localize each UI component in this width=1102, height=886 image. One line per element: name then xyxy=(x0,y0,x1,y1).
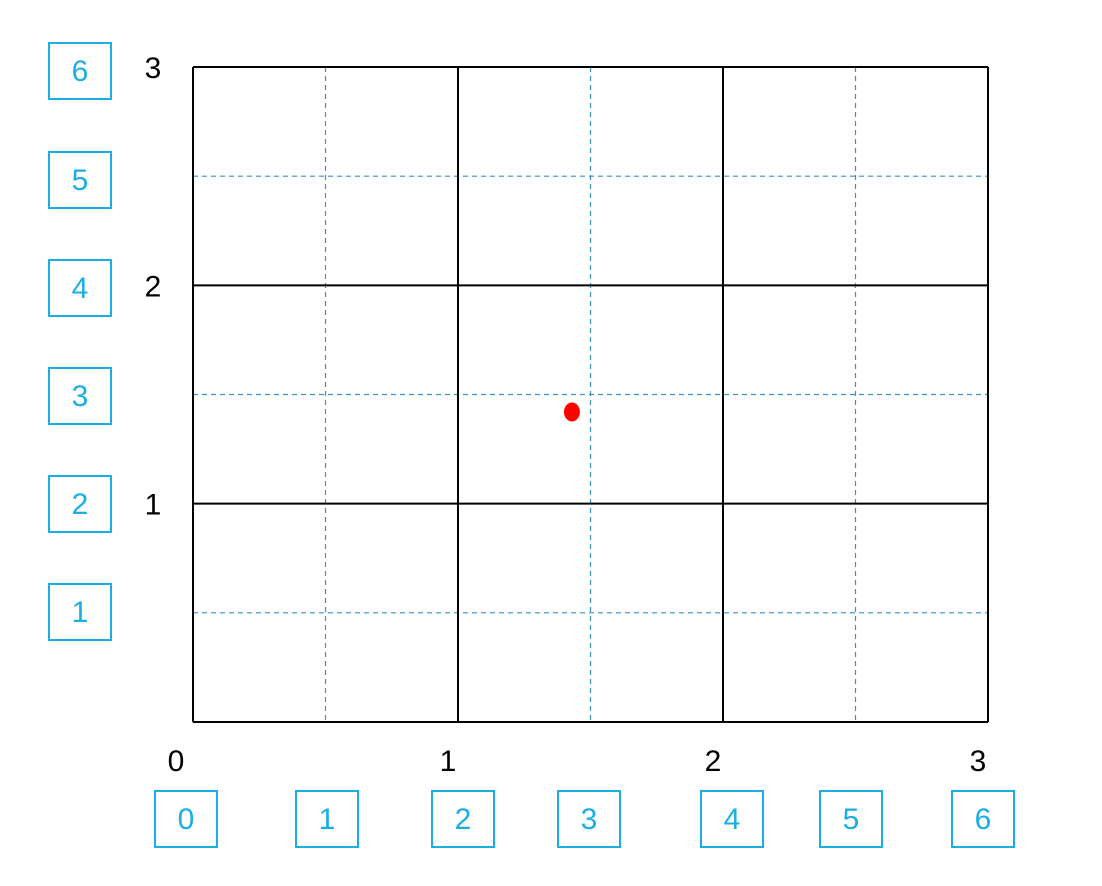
button-box xyxy=(700,790,764,848)
y-button[interactable]: 4 xyxy=(48,259,112,317)
button-box xyxy=(48,475,112,533)
y-tick-label: 1 xyxy=(145,489,162,522)
button-box xyxy=(48,42,112,100)
x-button[interactable]: 1 xyxy=(295,790,359,848)
x-tick-label: 2 xyxy=(705,745,722,778)
button-label: 0 xyxy=(178,803,195,836)
button-label: 2 xyxy=(455,803,472,836)
x-button[interactable]: 6 xyxy=(951,790,1015,848)
point xyxy=(563,402,580,422)
button-box xyxy=(431,790,495,848)
button-label: 5 xyxy=(72,164,89,197)
x-tick-label: 1 xyxy=(440,745,457,778)
y-button[interactable]: 6 xyxy=(48,42,112,100)
button-label: 6 xyxy=(975,803,992,836)
x-button[interactable]: 4 xyxy=(700,790,764,848)
button-label: 3 xyxy=(581,803,598,836)
button-box xyxy=(48,367,112,425)
button-label: 1 xyxy=(319,803,336,836)
button-box xyxy=(48,583,112,641)
x-tick-label: 0 xyxy=(168,745,185,778)
y-button[interactable]: 1 xyxy=(48,583,112,641)
x-button[interactable]: 2 xyxy=(431,790,495,848)
button-box xyxy=(557,790,621,848)
button-label: 1 xyxy=(72,596,89,629)
y-tick-label: 3 xyxy=(145,52,162,85)
button-box xyxy=(819,790,883,848)
x-button[interactable]: 0 xyxy=(154,790,218,848)
button-label: 6 xyxy=(72,55,89,88)
button-box xyxy=(295,790,359,848)
x-tick-label: 3 xyxy=(970,745,987,778)
button-label: 2 xyxy=(72,488,89,521)
button-label: 4 xyxy=(72,272,89,305)
y-button[interactable]: 5 xyxy=(48,151,112,209)
button-box xyxy=(951,790,1015,848)
button-label: 3 xyxy=(72,380,89,413)
button-label: 5 xyxy=(843,803,860,836)
y-button[interactable]: 3 xyxy=(48,367,112,425)
button-box xyxy=(48,151,112,209)
x-button[interactable]: 5 xyxy=(819,790,883,848)
x-button[interactable]: 3 xyxy=(557,790,621,848)
button-box xyxy=(48,259,112,317)
button-label: 4 xyxy=(724,803,741,836)
button-box xyxy=(154,790,218,848)
y-button[interactable]: 2 xyxy=(48,475,112,533)
y-tick-label: 2 xyxy=(145,270,162,303)
